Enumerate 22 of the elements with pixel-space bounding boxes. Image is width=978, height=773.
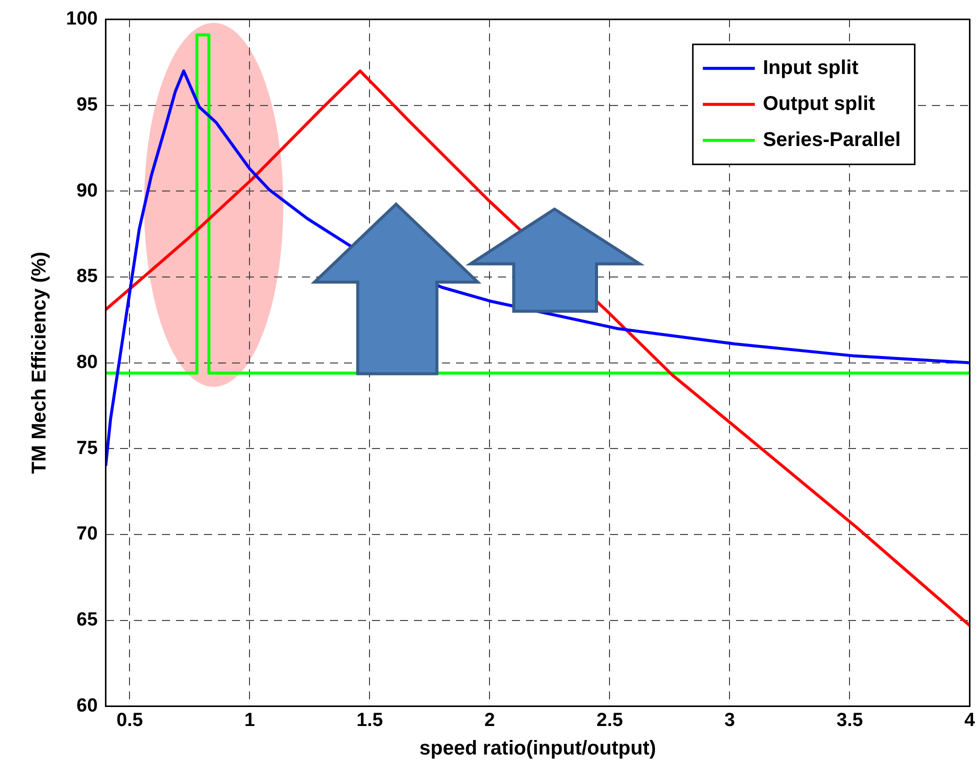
y-tick-label: 75 bbox=[76, 438, 98, 459]
y-axis-title: TM Mech Efficiency (%) bbox=[28, 252, 51, 474]
x-tick-label: 1.5 bbox=[356, 710, 384, 731]
y-tick-label: 100 bbox=[66, 8, 98, 30]
y-tick-label: 60 bbox=[76, 695, 98, 716]
x-tick-label: 3 bbox=[724, 710, 735, 731]
y-tick-label: 90 bbox=[76, 180, 98, 202]
legend-label: Input split bbox=[762, 56, 859, 79]
x-tick-label: 3.5 bbox=[836, 710, 864, 731]
x-axis-title: speed ratio(input/output) bbox=[419, 738, 656, 760]
y-tick-label: 80 bbox=[76, 352, 98, 374]
legend-label: Series-Parallel bbox=[762, 128, 901, 151]
x-tick-label: 4 bbox=[964, 710, 976, 731]
x-tick-label: 2 bbox=[484, 710, 495, 731]
x-tick-label: 2.5 bbox=[596, 710, 624, 731]
legend-label: Output split bbox=[762, 92, 876, 115]
x-tick-label: 1 bbox=[244, 710, 256, 731]
y-tick-label: 70 bbox=[76, 524, 98, 545]
y-tick-label: 65 bbox=[76, 610, 98, 631]
y-tick-label: 85 bbox=[76, 266, 98, 288]
x-tick-label: 0.5 bbox=[116, 710, 144, 731]
y-tick-label: 95 bbox=[76, 94, 98, 116]
